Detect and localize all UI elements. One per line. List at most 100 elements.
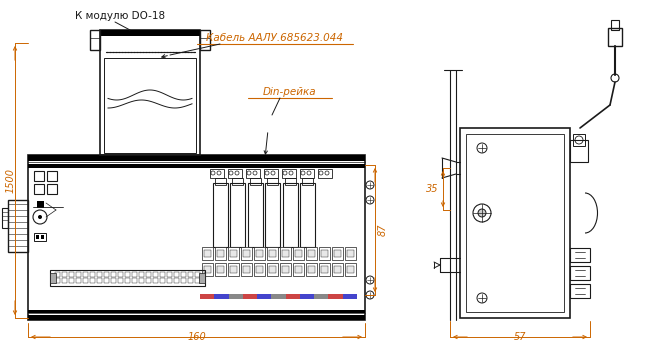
Bar [28,155,365,161]
Bar [300,183,315,247]
Bar [321,250,328,257]
Bar [302,178,313,185]
Bar [570,284,590,298]
Bar [217,266,224,273]
Bar [243,250,250,257]
Bar [271,294,286,299]
Bar [204,250,211,257]
Bar [62,278,67,283]
Text: К модулю DO-18: К модулю DO-18 [75,11,165,21]
Bar [153,278,158,283]
Text: 87: 87 [378,224,388,236]
Bar [283,183,298,247]
Bar [76,272,81,277]
Bar [139,278,144,283]
Bar [608,28,622,46]
Bar [269,266,276,273]
Bar [228,263,239,276]
Bar [34,233,46,241]
Bar [104,272,109,277]
Bar [256,266,263,273]
Text: 57: 57 [514,332,526,342]
Bar [174,278,179,283]
Bar [343,294,357,299]
Bar [347,266,354,273]
Bar [243,266,250,273]
Bar [200,30,210,50]
Bar [267,178,278,185]
Bar [257,294,271,299]
Bar [300,169,314,178]
Bar [97,272,102,277]
Circle shape [478,209,486,217]
Bar [269,250,276,257]
Bar [334,250,341,257]
Bar [248,183,263,247]
Bar [308,266,315,273]
Bar [241,263,252,276]
Bar [41,235,44,239]
Bar [280,263,291,276]
Bar [229,294,243,299]
Bar [83,278,88,283]
Bar [28,155,365,320]
Bar [293,247,304,260]
Bar [50,270,205,286]
Bar [306,247,317,260]
Bar [318,169,332,178]
Bar [295,250,302,257]
Bar [62,272,67,277]
Bar [132,278,137,283]
Bar [2,208,8,228]
Bar [34,184,44,194]
Bar [282,266,289,273]
Bar [47,184,57,194]
Bar [293,263,304,276]
Bar [215,247,226,260]
Bar [204,266,211,273]
Bar [160,272,165,277]
Bar [250,178,261,185]
Bar [345,263,356,276]
Bar [111,272,116,277]
Bar [328,294,343,299]
Bar [195,272,200,277]
Bar [332,247,343,260]
Bar [28,164,365,168]
Bar [146,278,151,283]
Bar [90,278,95,283]
Bar [570,140,588,162]
Bar [332,263,343,276]
Bar [111,278,116,283]
Bar [334,266,341,273]
Bar [241,247,252,260]
Bar [300,294,314,299]
Bar [195,278,200,283]
Bar [76,278,81,283]
Bar [308,250,315,257]
Bar [267,263,278,276]
Text: Din-рейка: Din-рейка [263,87,317,97]
Bar [285,178,296,185]
Bar [118,272,123,277]
Bar [570,248,590,262]
Bar [228,169,242,178]
Bar [319,263,330,276]
Bar [319,247,330,260]
Bar [230,250,237,257]
Bar [460,128,570,318]
Bar [254,247,265,260]
Bar [188,272,193,277]
Text: 1500: 1500 [6,168,16,193]
Text: 160: 160 [187,332,206,342]
Bar [36,235,39,239]
Bar [314,294,328,299]
Bar [37,201,44,208]
Bar [97,278,102,283]
Bar [256,250,263,257]
Text: 35: 35 [426,184,438,194]
Bar [202,263,213,276]
Bar [215,263,226,276]
Bar [90,272,95,277]
Bar [69,272,74,277]
